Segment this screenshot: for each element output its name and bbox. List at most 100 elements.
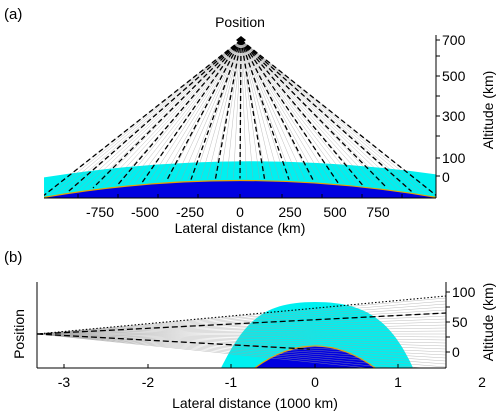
sight-line xyxy=(37,312,446,335)
panel-a-surface-line xyxy=(44,179,436,198)
sight-line xyxy=(141,39,242,184)
fine-line xyxy=(240,39,365,186)
sight-line xyxy=(240,39,412,192)
fine-line xyxy=(240,39,397,190)
panel-a-x-tick-label: 0 xyxy=(236,204,244,220)
fine-line xyxy=(240,39,358,185)
sight-line xyxy=(240,39,388,189)
fine-line xyxy=(226,39,242,179)
fine-line xyxy=(240,39,352,185)
panel-a: (a) Position -750 -500 -250 0 250 xyxy=(4,6,496,236)
panel-b-alt-tick-label: 100 xyxy=(452,284,476,300)
fine-line xyxy=(76,39,242,191)
panel-b-x-tick-label: -3 xyxy=(58,374,71,390)
fine-line xyxy=(37,333,446,353)
fine-line xyxy=(154,39,242,182)
sight-line xyxy=(239,39,242,179)
panel-a-x-tick-label: -500 xyxy=(131,204,159,220)
fine-line xyxy=(240,39,326,182)
fine-line xyxy=(37,333,396,368)
panel-a-x-tick-label: 750 xyxy=(366,204,390,220)
fine-line xyxy=(115,39,242,186)
fine-line xyxy=(207,39,242,180)
fine-line xyxy=(37,330,446,335)
panel-b-label: (b) xyxy=(4,249,22,266)
fine-line xyxy=(37,333,446,368)
fine-line xyxy=(37,333,446,338)
fine-line xyxy=(240,39,247,179)
fine-line xyxy=(240,39,378,187)
panel-a-x-tick-label: 500 xyxy=(323,204,347,220)
panel-b-atmosphere xyxy=(221,302,414,368)
panel-b-x-tick-label: -1 xyxy=(225,374,238,390)
panel-a-alt-tick-label: 100 xyxy=(442,150,466,166)
fine-line xyxy=(240,39,299,181)
sight-line xyxy=(68,39,242,192)
panel-a-alt-tick-label: 0 xyxy=(442,169,450,185)
panel-a-x-ticks xyxy=(77,194,403,198)
fine-line xyxy=(240,39,313,181)
fine-line xyxy=(37,321,446,335)
fine-line xyxy=(240,39,424,194)
panel-b-x-axis-label: Lateral distance (1000 km) xyxy=(172,395,338,411)
fine-line xyxy=(240,39,371,187)
fine-line xyxy=(240,39,319,182)
panel-a-alt-tick-label: 500 xyxy=(442,68,466,84)
fine-line xyxy=(174,39,242,181)
fine-line xyxy=(37,318,446,335)
panel-a-x-tick-label: -250 xyxy=(176,204,204,220)
panel-b-alt-tick-label: 50 xyxy=(452,314,468,330)
fine-line xyxy=(83,39,242,190)
fine-line xyxy=(102,39,242,187)
fine-line xyxy=(37,333,446,350)
panel-a-position-label: Position xyxy=(215,14,265,30)
fine-line xyxy=(37,333,446,365)
panel-b-alt-tick-label: 0 xyxy=(452,344,460,360)
fine-line xyxy=(240,39,417,193)
panel-a-sight-lines xyxy=(44,39,436,196)
sight-line xyxy=(44,39,242,196)
fine-line xyxy=(200,39,242,180)
fine-line xyxy=(240,39,306,181)
fine-line xyxy=(37,333,446,362)
sight-line xyxy=(190,39,242,180)
fine-line xyxy=(37,324,446,335)
sight-line xyxy=(92,39,242,189)
fine-line xyxy=(240,39,280,180)
panel-a-alt-tick-label: 700 xyxy=(442,32,466,48)
fine-line xyxy=(37,297,446,335)
fine-line xyxy=(37,300,446,335)
panel-a-alt-ticks xyxy=(436,39,440,177)
panel-b-position-label: Position xyxy=(11,309,27,359)
fine-line xyxy=(181,39,242,181)
fine-line xyxy=(37,333,446,341)
fine-line xyxy=(240,39,345,184)
panel-a-x-tick-label: 250 xyxy=(278,204,302,220)
fine-line xyxy=(56,39,242,194)
fine-line xyxy=(37,327,446,335)
panel-b-x-tick-label: 1 xyxy=(394,374,402,390)
fine-line xyxy=(128,39,242,185)
panel-b-x-tick-label: 0 xyxy=(311,374,319,390)
fine-line xyxy=(148,39,242,183)
sight-line xyxy=(240,39,315,182)
panel-b-x-tick-label: -2 xyxy=(142,374,155,390)
sight-line xyxy=(165,39,242,182)
panel-b-alt-axis-label: Altitude (km) xyxy=(480,283,496,362)
panel-a-x-tick-label: -750 xyxy=(86,204,114,220)
panel-b-x-ticks xyxy=(63,364,399,368)
fine-line xyxy=(135,39,242,184)
panel-b-sight-lines xyxy=(37,295,446,350)
panel-b: (b) -3 -2 -1 0 1 2 Lateral distance (100… xyxy=(4,249,496,411)
fine-line xyxy=(220,39,242,179)
fine-line xyxy=(37,333,426,368)
fine-line xyxy=(233,39,242,179)
panel-b-x-tick-label: 2 xyxy=(478,374,486,390)
fine-line xyxy=(240,39,273,180)
panel-a-satellite-marker xyxy=(236,36,246,44)
sight-line xyxy=(37,333,311,350)
fine-line xyxy=(37,303,446,335)
sight-line xyxy=(240,39,339,184)
fine-line xyxy=(240,39,260,179)
fine-line xyxy=(37,333,446,344)
